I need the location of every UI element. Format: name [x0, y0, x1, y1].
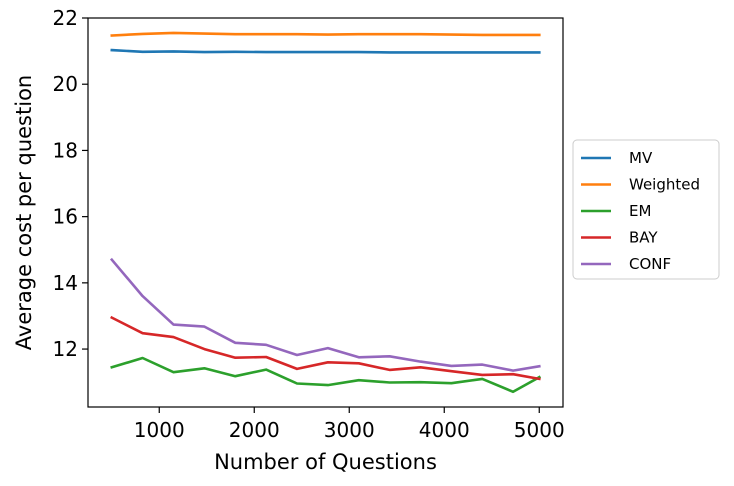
y-tick-label: 12	[53, 337, 78, 361]
y-tick-label: 20	[53, 72, 78, 96]
x-axis-label: Number of Questions	[214, 450, 437, 474]
y-tick-label: 18	[53, 138, 78, 162]
series-line-conf	[109, 257, 541, 372]
series-line-mv	[110, 48, 541, 54]
y-tick-label: 22	[53, 6, 78, 30]
y-axis-label: Average cost per question	[12, 75, 36, 350]
series-line-bay	[110, 315, 541, 381]
y-tick-label: 16	[53, 205, 78, 229]
legend-label-weighted: Weighted	[629, 176, 700, 194]
x-tick-label: 3000	[324, 418, 375, 442]
legend-label-mv: MV	[629, 149, 653, 167]
x-tick-label: 2000	[229, 418, 280, 442]
y-tick-label: 14	[53, 271, 78, 295]
series-layer	[109, 31, 542, 394]
legend-label-bay: BAY	[629, 229, 658, 247]
series-line-weighted	[110, 31, 541, 37]
x-tick-label: 5000	[514, 418, 565, 442]
legend-box	[572, 139, 720, 280]
x-tick-label: 1000	[134, 418, 185, 442]
legend-label-conf: CONF	[629, 255, 671, 273]
series-line-em	[110, 356, 542, 394]
x-tick-label: 4000	[419, 418, 470, 442]
legend-label-em: EM	[629, 202, 651, 220]
plot-frame	[87, 17, 564, 408]
legend: MV Weighted EM BAY CONF	[572, 139, 720, 280]
axes-layer: 1000 2000 3000 4000 5000 12 14 16 18 20 22	[53, 6, 565, 442]
